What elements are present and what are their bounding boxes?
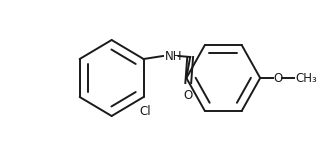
Text: NH: NH	[165, 49, 182, 63]
Text: CH₃: CH₃	[295, 72, 317, 85]
Text: O: O	[184, 89, 193, 102]
Text: Cl: Cl	[140, 105, 151, 118]
Text: O: O	[274, 72, 283, 85]
